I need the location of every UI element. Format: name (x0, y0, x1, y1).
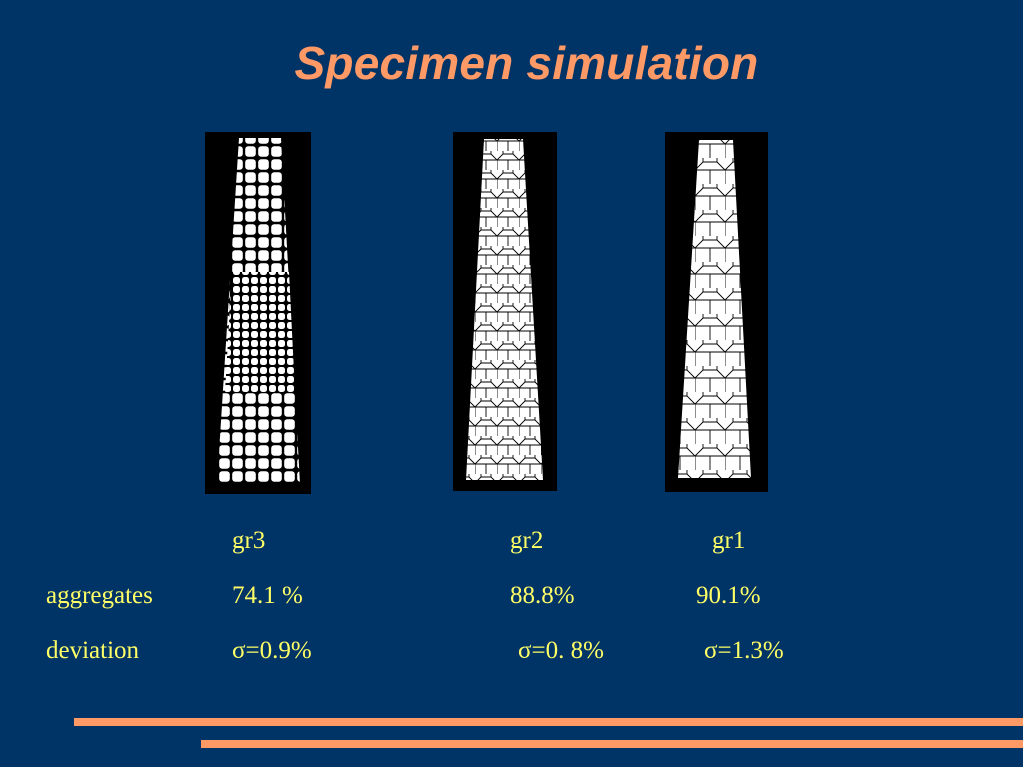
deviation-value-gr3: σ=0.9% (232, 637, 312, 664)
specimen-label-gr1: gr1 (712, 527, 746, 554)
aggregates-value-gr2: 88.8% (510, 582, 575, 609)
specimen-image-gr2 (453, 132, 557, 491)
aggregates-row-label: aggregates (46, 582, 153, 609)
specimen-label-gr2: gr2 (510, 527, 544, 554)
deviation-row-label: deviation (46, 637, 140, 664)
specimen-image-gr1 (665, 132, 768, 492)
accent-bar-top (74, 718, 1023, 726)
aggregates-value-gr3: 74.1 % (232, 582, 303, 609)
specimen-label-gr3: gr3 (232, 527, 266, 554)
specimen-image-gr3 (205, 132, 311, 494)
deviation-value-gr1: σ=1.3% (704, 637, 784, 664)
accent-bar-bottom (201, 740, 1023, 748)
aggregates-value-gr1: 90.1% (696, 582, 761, 609)
deviation-value-gr2: σ=0. 8% (518, 637, 604, 664)
slide-title: Specimen simulation (294, 37, 759, 89)
